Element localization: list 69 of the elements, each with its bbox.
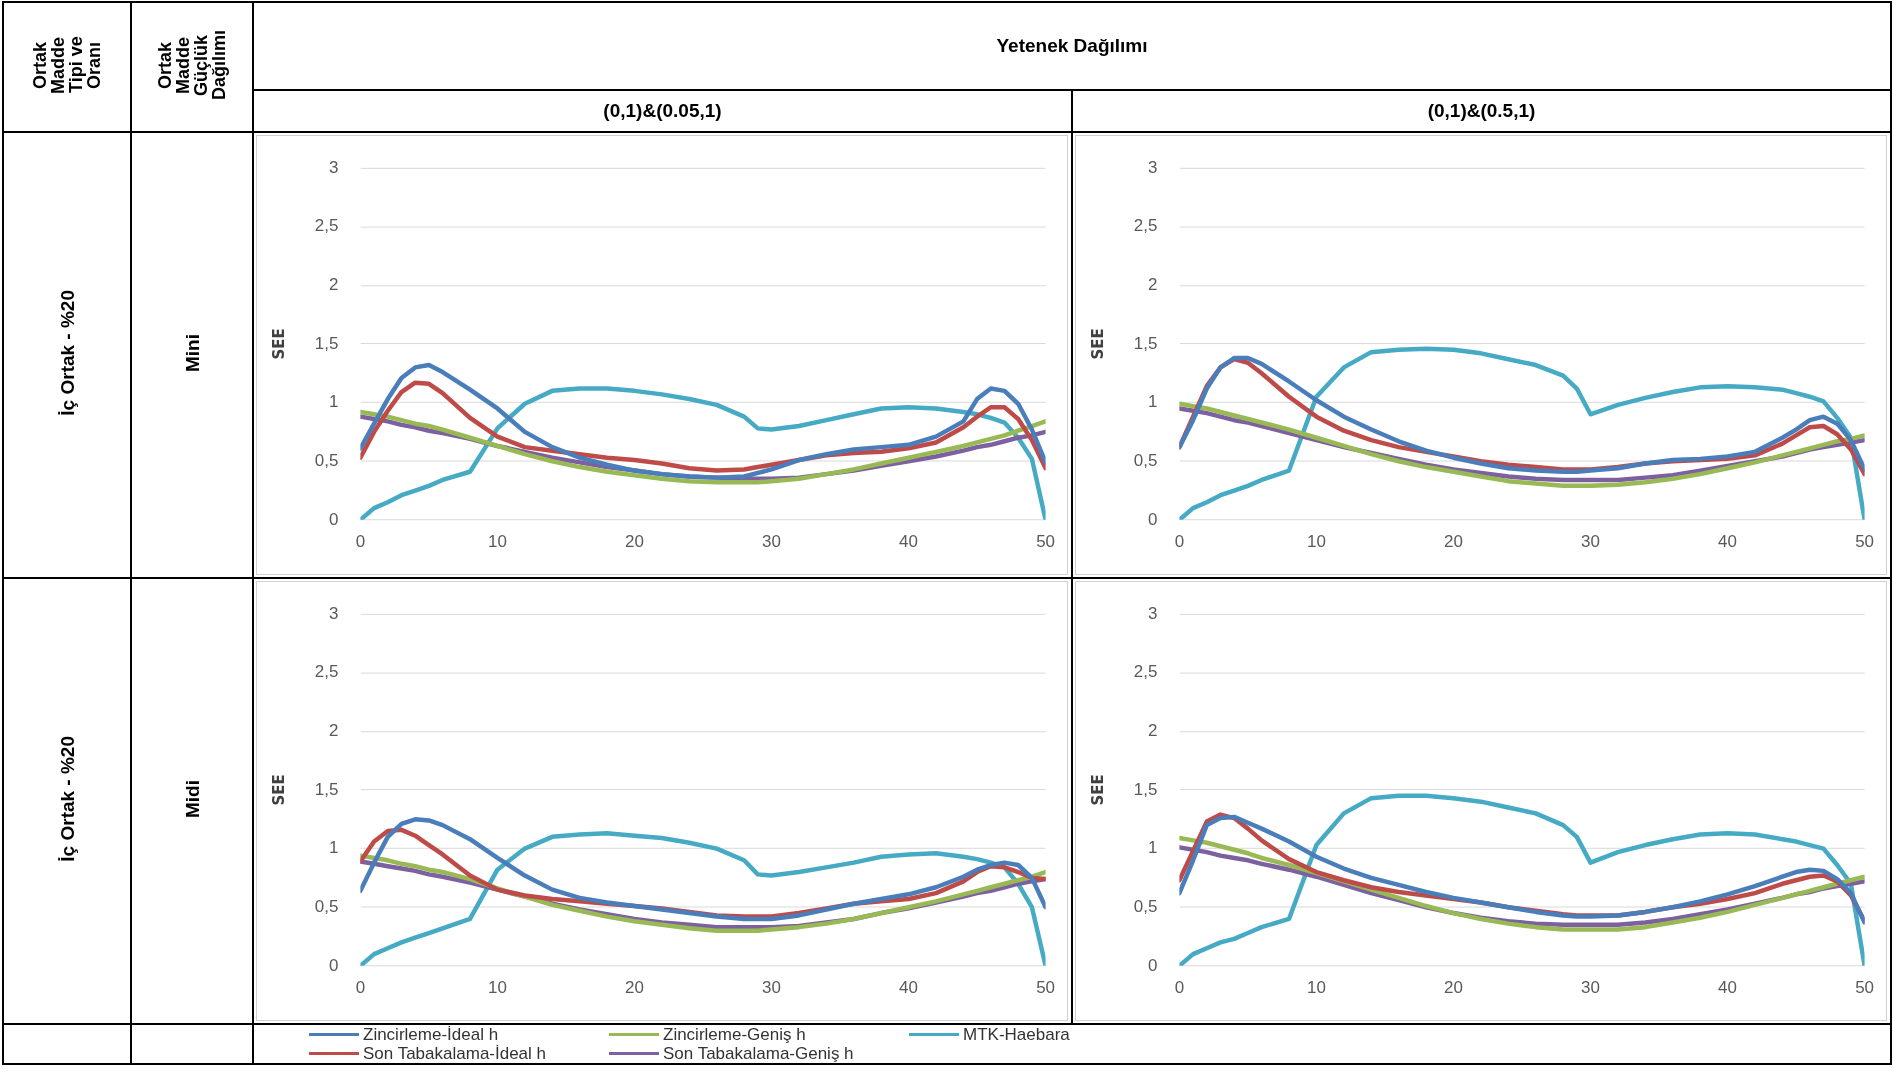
y-tick-label: 0,5: [1133, 896, 1158, 916]
x-tick-label: 0: [1174, 531, 1185, 551]
y-tick-label: 1: [329, 838, 339, 858]
x-tick-label: 40: [899, 977, 918, 997]
text: (0,1)&(0.05,1): [253, 90, 1072, 132]
x-tick-label: 40: [899, 531, 918, 551]
x-tick-label: 20: [1444, 531, 1463, 551]
legend-label: Son Tabakalama-İdeal h: [363, 1043, 547, 1064]
y-tick-label: 1,5: [1133, 333, 1158, 353]
y-tick-label: 1,5: [1133, 779, 1158, 799]
legend-label: MTK-Haebara: [963, 1025, 1070, 1045]
y-tick-label: 2,5: [1133, 662, 1158, 682]
y-tick-label: 0,5: [314, 896, 339, 916]
x-tick-label: 10: [1306, 531, 1326, 551]
y-tick-label: 3: [1148, 157, 1158, 177]
text: Ortak Madde Güçlük Dağılımı: [155, 28, 229, 102]
x-tick-label: 50: [1036, 977, 1056, 997]
legend-label: Son Tabakalama-Geniş h: [663, 1043, 854, 1064]
y-tick-label: 1: [329, 392, 339, 412]
x-tick-label: 50: [1855, 531, 1875, 551]
y-tick-label: 0,5: [314, 450, 339, 470]
x-tick-label: 30: [762, 531, 781, 551]
y-axis-title: SEE: [269, 328, 288, 360]
y-tick-label: 1: [1148, 838, 1158, 858]
y-tick-label: 2,5: [314, 662, 339, 682]
y-axis-title: SEE: [1088, 328, 1107, 360]
y-tick-label: 1,5: [314, 779, 339, 799]
y-tick-label: 2: [329, 721, 339, 740]
y-tick-label: 0,5: [1133, 450, 1158, 470]
y-tick-label: 1,5: [314, 333, 339, 353]
text: Mini: [181, 333, 203, 372]
x-tick-label: 50: [1036, 531, 1056, 551]
y-tick-label: 2: [329, 275, 339, 294]
text: İç Ortak - %20: [56, 735, 78, 862]
legend-label: Zincirleme-Geniş h: [663, 1025, 806, 1045]
y-tick-label: 0: [329, 955, 339, 975]
x-tick-label: 30: [1581, 531, 1600, 551]
y-axis-title: SEE: [269, 774, 288, 806]
text: Yetenek Dağılımı: [253, 2, 1892, 90]
y-tick-label: 0: [1148, 509, 1158, 529]
y-tick-label: 2: [1148, 275, 1158, 294]
y-tick-label: 3: [329, 603, 339, 623]
y-tick-label: 3: [1148, 603, 1158, 623]
x-tick-label: 0: [1174, 977, 1185, 997]
x-tick-label: 30: [1581, 977, 1600, 997]
x-tick-label: 10: [1306, 977, 1326, 997]
y-axis-title: SEE: [1088, 774, 1107, 806]
x-tick-label: 20: [625, 531, 644, 551]
x-tick-label: 20: [625, 977, 644, 997]
x-tick-label: 0: [355, 531, 366, 551]
y-tick-label: 0: [329, 509, 339, 529]
y-tick-label: 1: [1148, 392, 1158, 412]
x-tick-label: 0: [355, 977, 366, 997]
y-tick-label: 0: [1148, 955, 1158, 975]
text: Ortak Madde Tipi ve Oranı: [30, 35, 104, 95]
text: Midi: [181, 779, 203, 818]
y-tick-label: 2: [1148, 721, 1158, 740]
text: (0,1)&(0.5,1): [1072, 90, 1892, 132]
x-tick-label: 40: [1718, 531, 1737, 551]
x-tick-label: 40: [1718, 977, 1737, 997]
y-tick-label: 3: [329, 157, 339, 177]
y-tick-label: 2,5: [1133, 216, 1158, 236]
x-tick-label: 30: [762, 977, 781, 997]
x-tick-label: 20: [1444, 977, 1463, 997]
x-tick-label: 10: [487, 531, 507, 551]
y-tick-label: 2,5: [314, 216, 339, 236]
text: İç Ortak - %20: [56, 289, 78, 416]
x-tick-label: 10: [487, 977, 507, 997]
x-tick-label: 50: [1855, 977, 1875, 997]
